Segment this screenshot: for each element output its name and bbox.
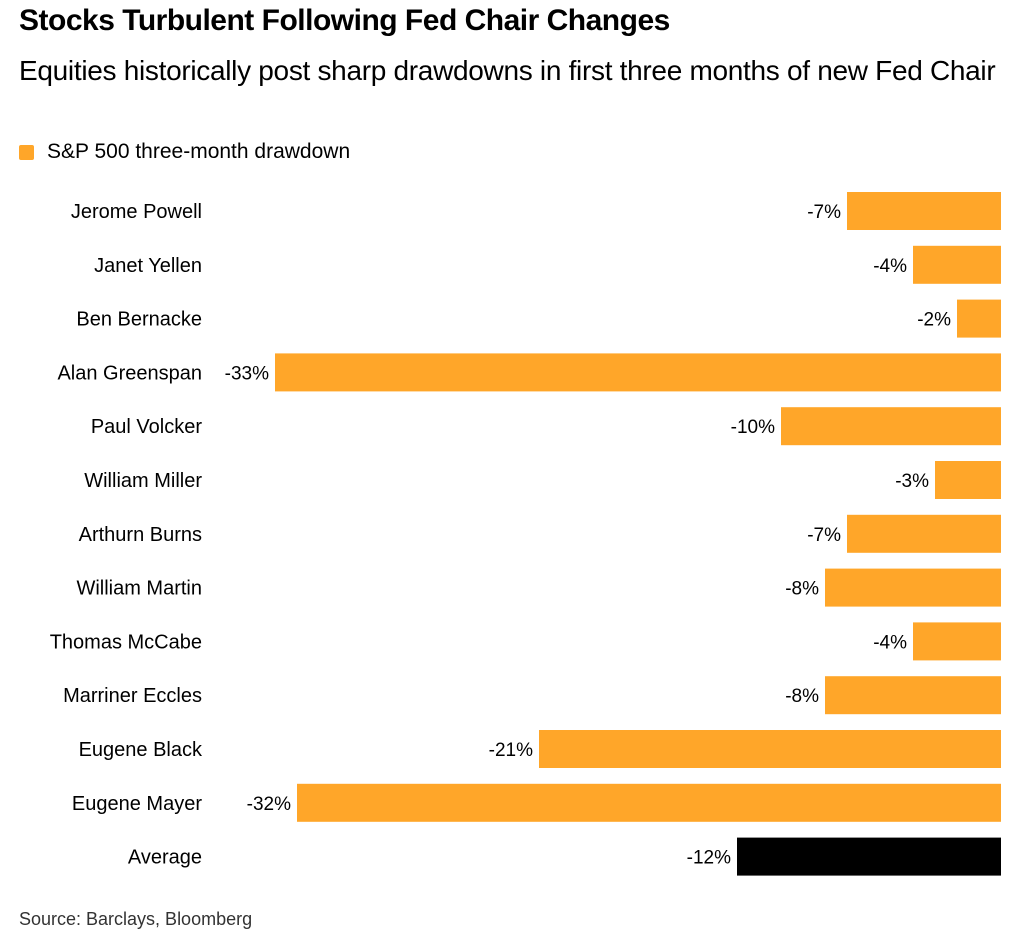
value-label: -7% <box>807 202 841 223</box>
value-label: -10% <box>731 417 775 438</box>
value-label: -4% <box>873 632 907 653</box>
bar <box>275 353 1001 392</box>
category-label: Eugene Black <box>79 739 203 761</box>
category-label: Alan Greenspan <box>57 362 202 384</box>
category-label: William Miller <box>84 470 202 492</box>
value-label: -21% <box>489 740 533 761</box>
bar <box>913 245 1001 284</box>
value-label: -3% <box>895 471 929 492</box>
bar <box>913 622 1001 661</box>
bar <box>847 514 1001 553</box>
bar <box>297 783 1001 822</box>
category-label: Arthurn Burns <box>79 524 202 546</box>
value-label: -8% <box>785 579 819 600</box>
value-label: -7% <box>807 525 841 546</box>
chart-subtitle: Equities historically post sharp drawdow… <box>19 55 996 86</box>
bar-average <box>737 837 1001 876</box>
value-label: -4% <box>873 256 907 277</box>
value-label: -12% <box>687 848 731 869</box>
category-label: Eugene Mayer <box>72 793 202 815</box>
category-label: Jerome Powell <box>71 201 202 223</box>
value-label: -33% <box>225 363 269 384</box>
bar <box>935 461 1001 499</box>
source-note: Source: Barclays, Bloomberg <box>19 909 253 929</box>
legend-label: S&P 500 three-month drawdown <box>47 140 351 163</box>
value-label: -32% <box>247 794 291 815</box>
value-label: -2% <box>917 310 951 331</box>
bar <box>825 676 1001 715</box>
category-label: Ben Bernacke <box>76 309 202 331</box>
bar <box>825 568 1001 607</box>
category-label: Paul Volcker <box>91 416 203 438</box>
legend: S&P 500 three-month drawdown <box>19 139 350 165</box>
bar <box>957 299 1001 338</box>
value-label: -8% <box>785 686 819 707</box>
legend-swatch <box>19 144 34 160</box>
category-label: Janet Yellen <box>94 255 202 277</box>
bar-chart: Jerome Powell -7% Janet Yellen -4% Ben Berna… <box>50 192 1001 876</box>
bar <box>539 730 1001 768</box>
category-label: Thomas McCabe <box>50 631 202 653</box>
category-label: Average <box>128 847 202 869</box>
category-label: William Martin <box>76 578 202 600</box>
chart-title: Stocks Turbulent Following Fed Chair Cha… <box>19 4 670 37</box>
bar <box>847 192 1001 230</box>
bar <box>781 407 1001 446</box>
category-label: Marriner Eccles <box>63 685 202 707</box>
